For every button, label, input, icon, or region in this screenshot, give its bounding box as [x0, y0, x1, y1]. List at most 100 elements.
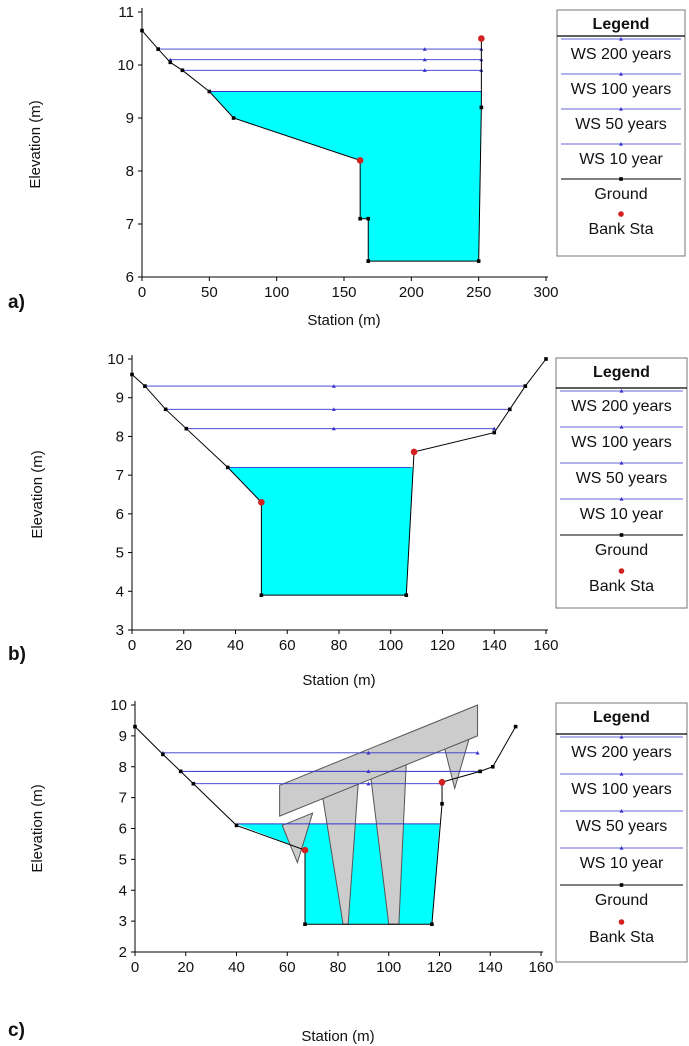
- legend-swatch-marker: [619, 37, 623, 41]
- x-tick-label: 200: [399, 284, 424, 301]
- ground-marker: [303, 922, 307, 927]
- legend-swatch-marker: [619, 497, 624, 501]
- ground-marker: [207, 89, 212, 94]
- legend-swatch-marker: [619, 72, 623, 76]
- bank-station-marker: [258, 498, 265, 506]
- x-tick-label: 100: [264, 284, 289, 301]
- x-tick-label: 300: [533, 284, 558, 301]
- x-tick-label: 140: [478, 959, 503, 976]
- x-tick-label: 80: [330, 959, 347, 976]
- legend-entry-label: WS 50 years: [576, 818, 668, 835]
- water-fill: [227, 467, 414, 596]
- y-tick-label: 4: [119, 882, 127, 899]
- ground-marker: [440, 802, 444, 806]
- ground-marker: [234, 823, 239, 828]
- legend-swatch-marker: [619, 461, 624, 465]
- x-tick-label: 0: [131, 959, 139, 976]
- y-tick-label: 9: [119, 728, 127, 745]
- chart-svg-c: 0 20 40 60 80 100 120 140 160 2 3 4 5 6 7 8 9 10 Station (…: [29, 697, 688, 1045]
- legend-swatch-marker: [619, 809, 624, 813]
- x-tick-label: 140: [482, 637, 507, 654]
- ws-marker: [422, 57, 427, 62]
- legend-title: Legend: [593, 709, 650, 726]
- chart-panel-a: 0 50 100 150 200 250 300 6 7 8 9 10 11 Station (m) Ele…: [0, 0, 689, 338]
- ground-marker: [478, 769, 482, 774]
- ground-marker: [544, 357, 548, 361]
- bank-station-marker: [356, 157, 364, 164]
- y-axis-title: Elevation (m): [29, 450, 46, 538]
- ground-marker: [178, 769, 183, 774]
- legend-entry-label: WS 100 years: [571, 434, 671, 451]
- legend-title: Legend: [593, 16, 650, 33]
- legend-entry-label: Ground: [594, 186, 647, 203]
- ground-marker: [358, 216, 362, 221]
- x-tick-label: 20: [177, 959, 194, 976]
- ground-marker: [476, 259, 481, 263]
- x-tick-label: 20: [175, 637, 192, 654]
- y-tick-label: 9: [126, 110, 134, 127]
- legend-entry-label: WS 10 year: [579, 151, 663, 168]
- x-tick-label: 50: [201, 284, 218, 301]
- chart-svg-a: 0 50 100 150 200 250 300 6 7 8 9 10 11 Station (m) Ele…: [27, 4, 686, 329]
- ground-marker: [490, 764, 495, 769]
- x-tick-label: 160: [533, 637, 558, 654]
- ground-marker: [513, 724, 518, 729]
- ws-marker: [422, 68, 427, 72]
- x-tick-label: 150: [331, 284, 356, 301]
- bank-station-marker: [438, 778, 446, 786]
- legend-entry-label: Bank Sta: [589, 578, 654, 595]
- y-tick-label: 8: [116, 428, 124, 445]
- legend-entry-label: WS 200 years: [571, 744, 671, 761]
- legend-entry-label: WS 200 years: [571, 398, 671, 415]
- legend-entry-label: Bank Sta: [589, 221, 654, 238]
- x-tick-label: 100: [378, 637, 403, 654]
- bank-station-marker: [478, 35, 485, 42]
- ground-marker: [366, 216, 371, 221]
- ground-marker: [259, 593, 264, 597]
- ground-marker: [479, 105, 484, 110]
- y-tick-label: 6: [119, 821, 127, 838]
- ws-marker: [422, 47, 427, 51]
- y-tick-label: 4: [116, 583, 124, 600]
- ground-marker: [143, 384, 147, 388]
- x-tick-label: 40: [227, 637, 244, 654]
- ground-marker: [163, 407, 168, 412]
- panel-label-c: c): [8, 1020, 25, 1041]
- x-tick-label: 60: [279, 637, 296, 654]
- x-tick-label: 0: [128, 637, 136, 654]
- y-tick-label: 6: [116, 506, 124, 523]
- y-tick-label: 5: [116, 545, 124, 562]
- legend-swatch-marker: [618, 211, 624, 217]
- ws-marker: [331, 426, 336, 431]
- ground-marker: [366, 259, 371, 263]
- legend-swatch-marker: [619, 389, 624, 393]
- legend-swatch-marker: [618, 568, 625, 574]
- ws-marker: [331, 407, 336, 411]
- y-tick-label: 7: [119, 790, 127, 807]
- legend-entry-label: WS 100 years: [571, 781, 671, 798]
- y-tick-label: 10: [110, 697, 127, 714]
- ground-marker: [404, 593, 409, 597]
- legend-swatch-marker: [619, 177, 623, 181]
- legend-swatch-marker: [619, 142, 623, 146]
- x-axis-title: Station (m): [301, 1028, 374, 1045]
- bridge-pier: [281, 812, 314, 864]
- legend-entry-label: WS 10 year: [580, 506, 664, 523]
- y-tick-label: 7: [116, 467, 124, 484]
- legend-entry-label: WS 10 year: [580, 855, 664, 872]
- x-tick-label: 120: [427, 959, 452, 976]
- x-tick-label: 160: [528, 959, 553, 976]
- y-tick-label: 2: [119, 944, 127, 961]
- y-axis-title: Elevation (m): [29, 784, 46, 872]
- y-tick-label: 3: [119, 913, 127, 930]
- y-tick-label: 6: [126, 269, 134, 286]
- y-axis-title: Elevation (m): [27, 100, 44, 188]
- ws-marker: [366, 781, 371, 786]
- bank-station-marker: [410, 448, 418, 456]
- legend-box: [555, 702, 688, 963]
- y-tick-label: 7: [126, 216, 134, 233]
- legend-swatch-marker: [618, 919, 625, 925]
- ground-marker: [191, 781, 196, 786]
- y-tick-label: 10: [107, 351, 124, 368]
- y-tick-label: 3: [116, 622, 124, 639]
